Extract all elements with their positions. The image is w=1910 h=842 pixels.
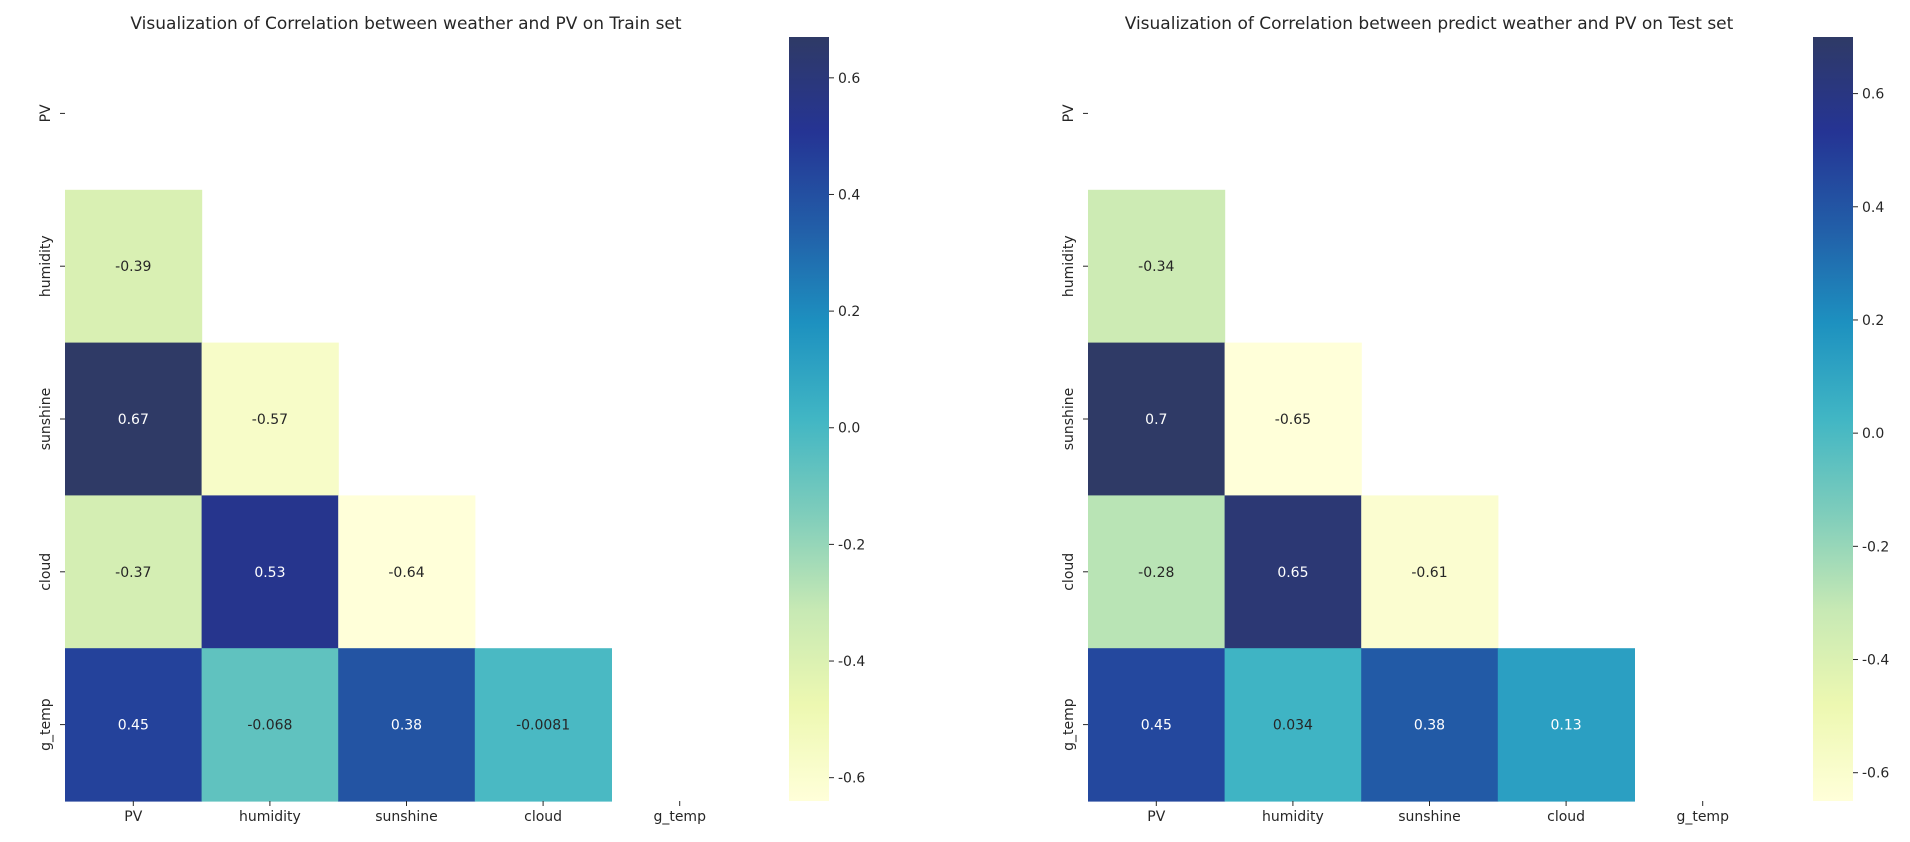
colorbar-tick-label: 0.0 <box>838 421 860 437</box>
y-axis-ticks-train: PV humidity sunshine cloud g_temp <box>38 104 65 751</box>
cell-value-label: -0.65 <box>1275 412 1311 428</box>
x-tick-label: sunshine <box>1398 809 1461 825</box>
cell-value-label: 0.45 <box>118 718 149 734</box>
heatmap-cell <box>65 189 203 344</box>
heatmap-cell <box>1088 495 1226 649</box>
colorbar-tick-label: 0.0 <box>1862 426 1884 442</box>
colorbar-ticks-test: 0.6 0.4 0.2 0.0 -0.2 -0.4 -0.6 <box>1853 87 1889 782</box>
y-tick-label: cloud <box>1061 553 1077 591</box>
heatmap-cell <box>1361 648 1499 802</box>
heatmap-cell <box>474 648 612 802</box>
x-tick-label: PV <box>124 809 142 825</box>
colorbar-tick-label: 0.6 <box>838 71 860 87</box>
heatmap-panel-train: Visualization of Correlation between wea… <box>38 14 865 825</box>
y-tick-label: sunshine <box>38 388 54 451</box>
cell-value-label: 0.13 <box>1551 718 1582 734</box>
y-tick-label: cloud <box>38 553 54 591</box>
heatmap-cell <box>1088 342 1226 496</box>
heatmap-panel-test: Visualization of Correlation between pre… <box>1061 14 1889 825</box>
colorbar-tick-label: 0.4 <box>838 187 860 203</box>
x-axis-ticks-test: PV humidity sunshine cloud g_temp <box>1147 801 1729 825</box>
colorbar-tick-label: 0.6 <box>1862 87 1884 103</box>
cell-value-label: 0.45 <box>1141 718 1172 734</box>
y-tick-label: humidity <box>38 235 54 297</box>
x-tick-label: g_temp <box>653 809 706 825</box>
heatmap-cell <box>1224 648 1362 802</box>
colorbar-tick-label: 0.4 <box>1862 200 1884 216</box>
cell-value-label: -0.28 <box>1138 565 1174 581</box>
colorbar-gradient-train <box>789 37 829 801</box>
heatmap-cell <box>65 495 203 649</box>
chart-title-test: Visualization of Correlation between pre… <box>1125 14 1734 34</box>
x-axis-ticks-train: PV humidity sunshine cloud g_temp <box>124 801 706 825</box>
cell-value-label: 0.7 <box>1145 412 1167 428</box>
heatmap-cell <box>65 342 203 496</box>
y-tick-label: PV <box>38 104 54 122</box>
heatmap-cell <box>1088 189 1226 344</box>
colorbar-gradient-test <box>1813 37 1853 801</box>
heatmap-cell <box>201 495 339 649</box>
heatmap-cell <box>201 648 339 802</box>
x-tick-label: cloud <box>524 809 562 825</box>
heatmap-cell <box>1497 648 1635 802</box>
heatmap-cell <box>1088 648 1226 802</box>
heatmap-cells-train: -0.39 0.67 -0.57 -0.37 0.53 -0.64 0.45 -0.068 0.… <box>65 189 612 802</box>
heatmap-cell <box>338 648 476 802</box>
colorbar-ticks-train: 0.6 0.4 0.2 0.0 -0.2 -0.4 -0.6 <box>829 71 865 787</box>
colorbar-tick-label: -0.6 <box>1862 766 1889 782</box>
cell-value-label: 0.65 <box>1277 565 1308 581</box>
x-tick-label: g_temp <box>1676 809 1729 825</box>
cell-value-label: -0.57 <box>252 412 288 428</box>
cell-value-label: -0.39 <box>115 259 151 275</box>
y-tick-label: g_temp <box>1061 698 1077 751</box>
colorbar-train: 0.6 0.4 0.2 0.0 -0.2 -0.4 -0.6 <box>789 37 865 801</box>
heatmap-cell <box>1361 495 1499 649</box>
colorbar-tick-label: -0.2 <box>838 537 865 553</box>
heatmap-cell <box>1224 495 1362 649</box>
cell-value-label: -0.61 <box>1411 565 1447 581</box>
colorbar-tick-label: -0.4 <box>1862 653 1889 669</box>
cell-value-label: -0.34 <box>1138 259 1174 275</box>
cell-value-label: -0.64 <box>388 565 424 581</box>
chart-title-train: Visualization of Correlation between wea… <box>130 14 681 34</box>
x-tick-label: humidity <box>1262 809 1324 825</box>
cell-value-label: -0.0081 <box>516 718 570 734</box>
cell-value-label: 0.38 <box>1414 718 1445 734</box>
x-tick-label: sunshine <box>375 809 438 825</box>
cell-value-label: -0.37 <box>115 565 151 581</box>
heatmap-cell <box>65 648 203 802</box>
heatmap-cell <box>201 342 339 496</box>
cell-value-label: 0.38 <box>391 718 422 734</box>
y-axis-ticks-test: PV humidity sunshine cloud g_temp <box>1061 104 1088 751</box>
x-tick-label: cloud <box>1547 809 1585 825</box>
colorbar-tick-label: -0.2 <box>1862 539 1889 555</box>
colorbar-tick-label: -0.6 <box>838 771 865 787</box>
colorbar-tick-label: -0.4 <box>838 654 865 670</box>
colorbar-tick-label: 0.2 <box>1862 313 1884 329</box>
cell-value-label: 0.67 <box>118 412 149 428</box>
cell-value-label: 0.53 <box>254 565 285 581</box>
cell-value-label: 0.034 <box>1273 718 1313 734</box>
x-tick-label: PV <box>1147 809 1165 825</box>
y-tick-label: g_temp <box>38 698 54 751</box>
y-tick-label: sunshine <box>1061 388 1077 451</box>
colorbar-test: 0.6 0.4 0.2 0.0 -0.2 -0.4 -0.6 <box>1813 37 1889 801</box>
colorbar-tick-label: 0.2 <box>838 304 860 320</box>
heatmap-cell <box>338 495 476 649</box>
y-tick-label: humidity <box>1061 235 1077 297</box>
heatmap-cells-test: -0.34 0.7 -0.65 -0.28 0.65 -0.61 0.45 0.034 0.38… <box>1088 189 1635 802</box>
heatmap-cell <box>1224 342 1362 496</box>
x-tick-label: humidity <box>239 809 301 825</box>
cell-value-label: -0.068 <box>247 718 292 734</box>
y-tick-label: PV <box>1061 104 1077 122</box>
